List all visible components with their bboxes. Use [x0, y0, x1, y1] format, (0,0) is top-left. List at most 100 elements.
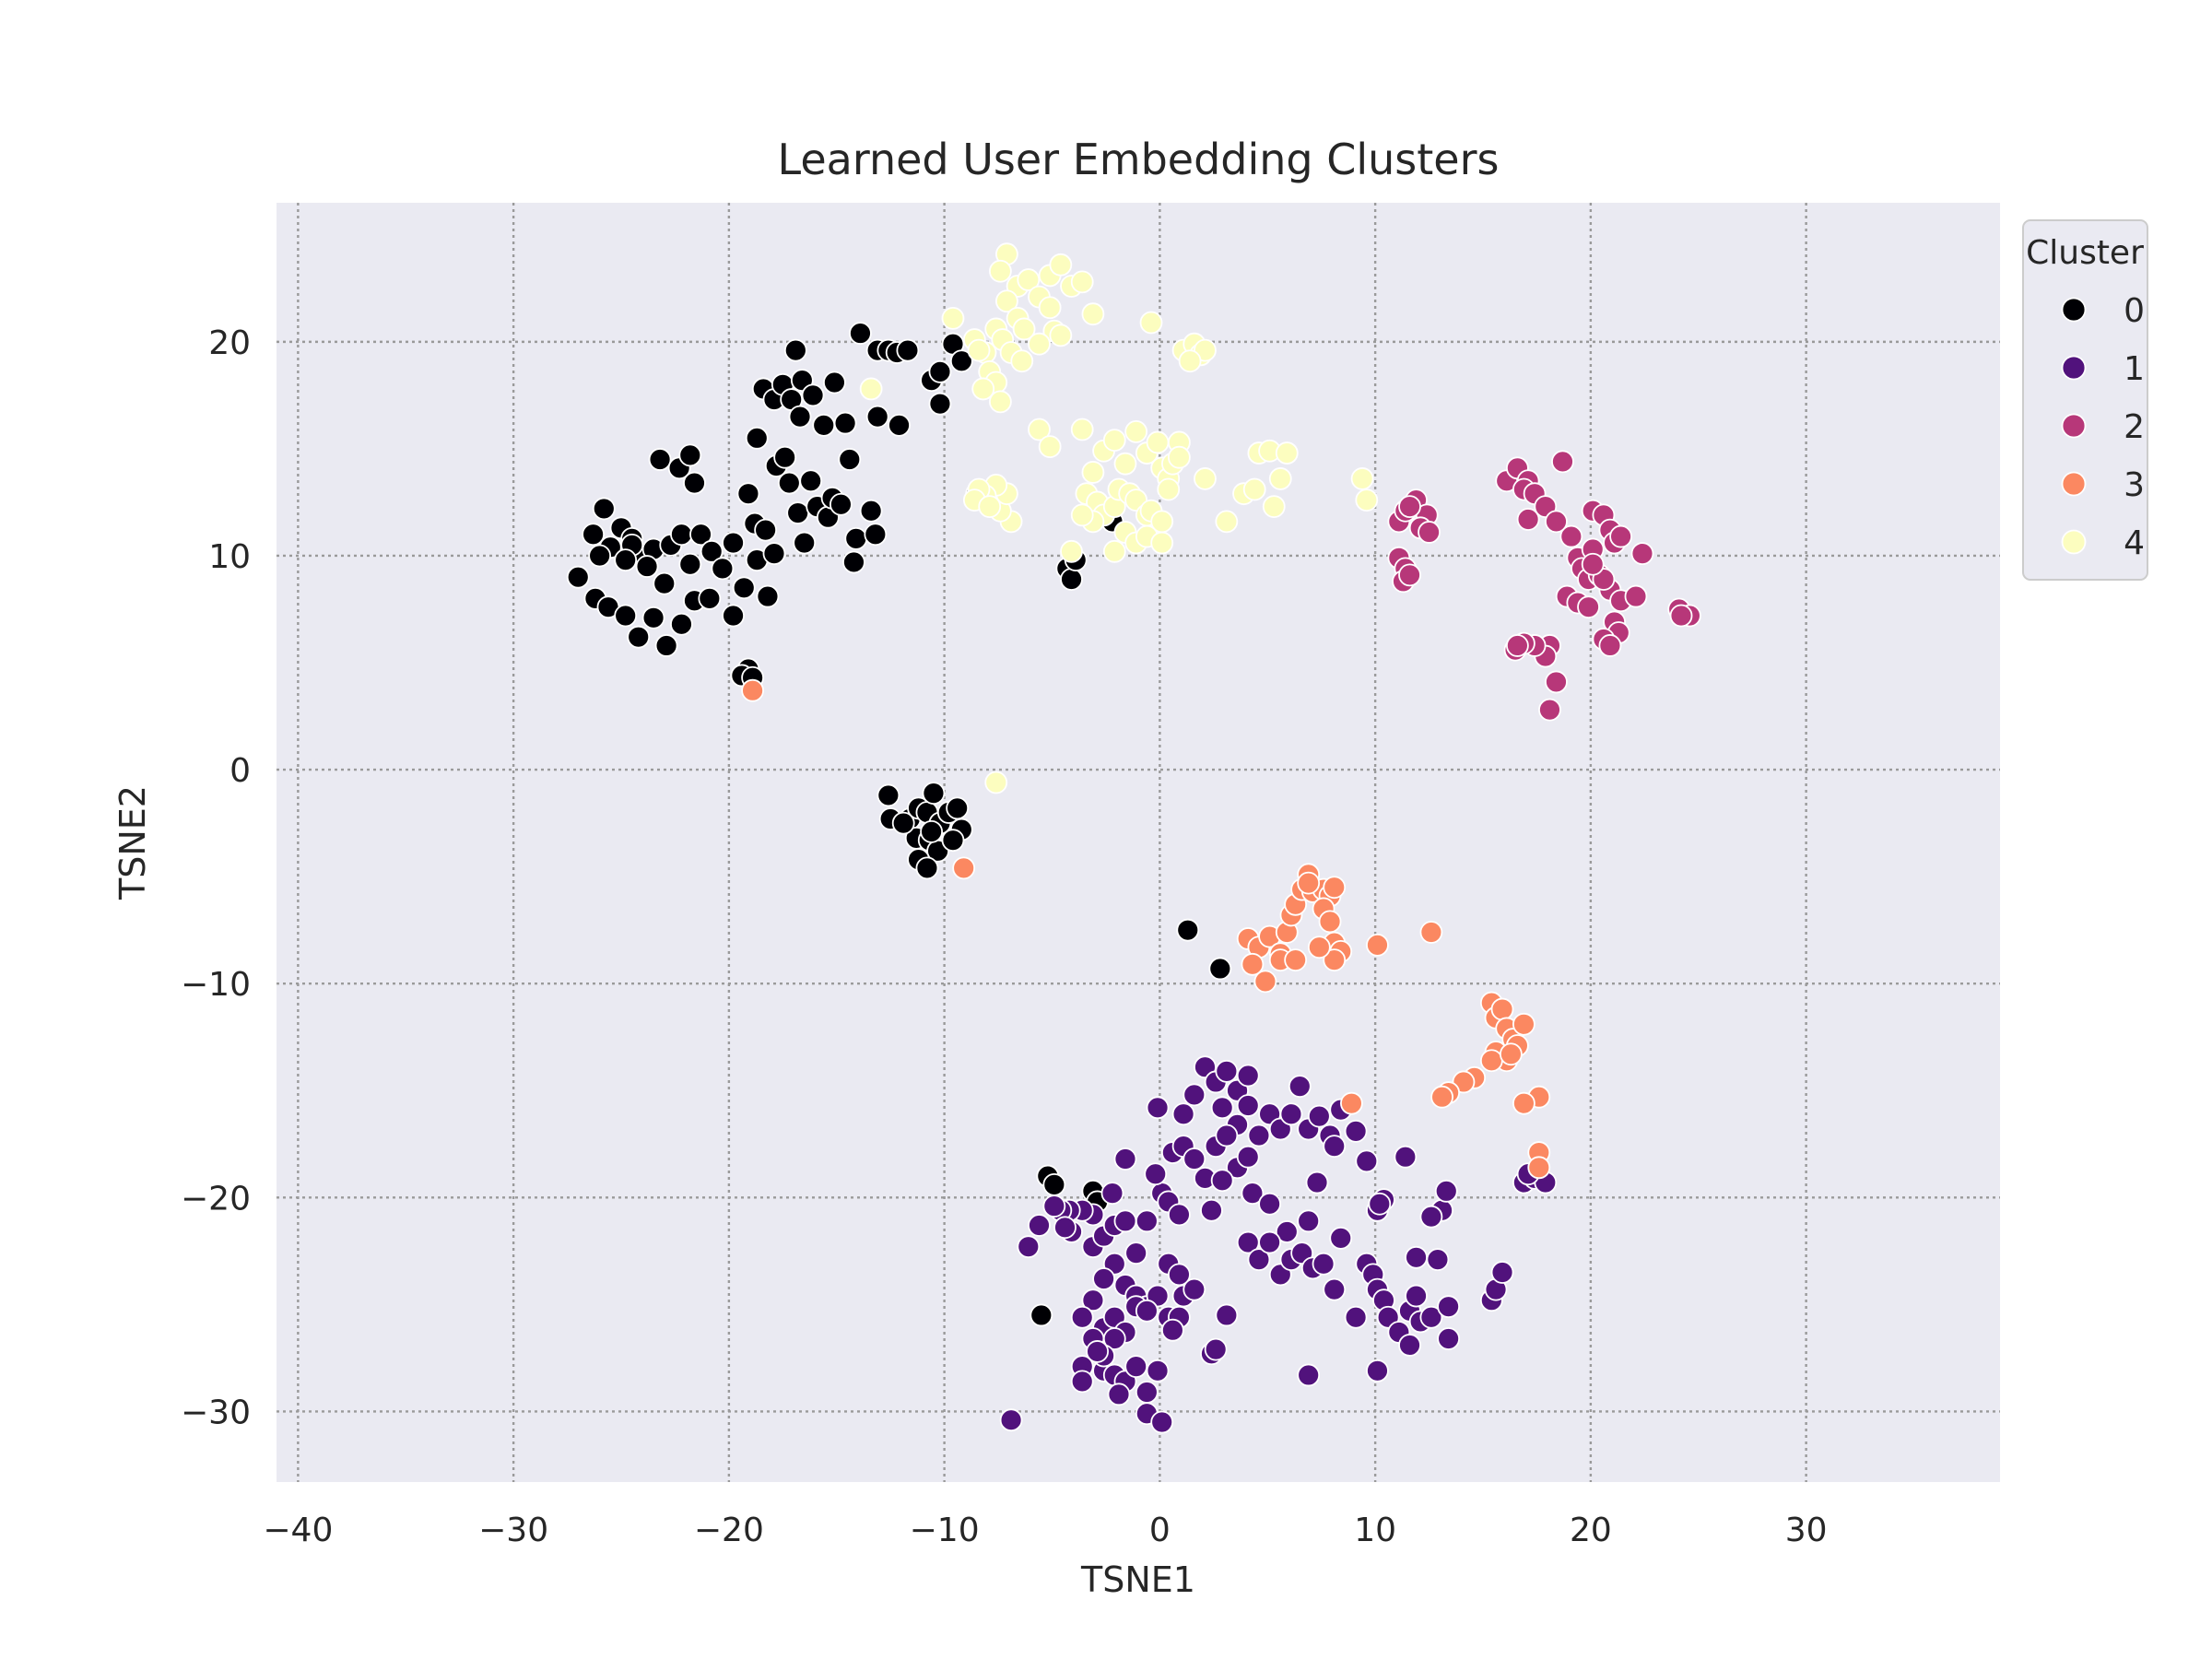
legend-title: Cluster: [2026, 234, 2144, 272]
x-tick-label: −20: [694, 1512, 764, 1549]
series-3: [741, 678, 1551, 1180]
data-point: [941, 306, 965, 330]
data-point: [1171, 1102, 1195, 1126]
data-point: [928, 359, 952, 383]
data-point: [1323, 1277, 1347, 1301]
data-point: [1236, 1094, 1260, 1117]
data-point: [1168, 1263, 1191, 1287]
data-point: [1107, 1382, 1131, 1406]
data-point: [801, 383, 825, 407]
data-point: [683, 471, 706, 495]
legend-marker: [2061, 413, 2087, 439]
data-point: [1630, 542, 1654, 566]
data-point: [1394, 1145, 1418, 1169]
data-point: [1307, 935, 1331, 959]
chart-title: Learned User Embedding Clusters: [778, 135, 1500, 184]
x-tick-labels: −40 −30 −20 −10 0 10 20 30: [263, 1512, 1827, 1549]
data-point: [1247, 1248, 1271, 1272]
data-point: [1329, 1226, 1353, 1250]
y-axis-label: TSNE2: [112, 785, 153, 900]
data-point: [1135, 1209, 1159, 1233]
data-point: [648, 448, 672, 471]
data-point: [1060, 568, 1083, 591]
data-point: [1242, 477, 1266, 501]
data-point: [698, 586, 722, 610]
data-point: [1081, 461, 1105, 484]
data-point: [1366, 934, 1389, 957]
data-point: [1028, 332, 1051, 356]
data-point: [1506, 634, 1529, 657]
data-point: [1268, 467, 1292, 490]
grid: [276, 203, 2000, 1482]
data-point: [745, 426, 769, 450]
data-point: [1344, 1119, 1368, 1143]
x-axis-label: TSNE1: [1080, 1559, 1195, 1600]
series-0: [566, 322, 1232, 1327]
data-point: [1146, 1359, 1170, 1382]
data-point: [773, 445, 797, 469]
data-point: [1307, 1104, 1331, 1128]
legend: Cluster 0 1 2 3 4: [2022, 219, 2148, 581]
data-point: [786, 501, 810, 524]
y-tick-label: 10: [208, 538, 251, 576]
data-point: [1012, 317, 1036, 341]
data-point: [670, 523, 693, 547]
data-point: [1028, 1214, 1051, 1237]
y-tick-label: 20: [208, 324, 251, 362]
data-point: [830, 492, 853, 516]
data-point: [1284, 948, 1308, 972]
data-point: [1146, 1096, 1170, 1120]
data-point: [1028, 418, 1051, 441]
data-point: [722, 531, 745, 555]
data-point: [762, 542, 786, 566]
data-point: [877, 783, 900, 807]
data-point: [1355, 1149, 1379, 1173]
data-point: [1042, 1172, 1066, 1196]
data-point: [1258, 1230, 1281, 1254]
data-point: [1215, 1124, 1239, 1147]
data-point: [865, 405, 889, 429]
data-point: [1350, 467, 1374, 490]
data-point: [756, 584, 780, 608]
data-point: [566, 565, 590, 589]
data-point: [838, 448, 862, 471]
data-point: [1419, 1205, 1443, 1229]
data-point: [1178, 349, 1202, 373]
x-tick-label: −30: [478, 1512, 548, 1549]
data-point: [1102, 429, 1126, 453]
data-point: [1135, 1381, 1159, 1404]
data-point: [1305, 1171, 1329, 1194]
data-point: [741, 678, 764, 702]
data-point: [777, 471, 801, 495]
data-point: [1545, 510, 1568, 534]
data-point: [1624, 584, 1648, 608]
data-point: [1210, 1169, 1234, 1193]
data-point: [928, 392, 952, 416]
data-point: [592, 497, 616, 521]
data-point: [1204, 1337, 1228, 1361]
data-point: [689, 523, 712, 547]
data-point: [995, 289, 1018, 313]
data-point: [1275, 441, 1299, 465]
data-point: [1323, 1135, 1347, 1158]
data-point: [941, 829, 965, 853]
data-point: [1124, 1241, 1148, 1265]
data-point: [722, 604, 745, 628]
data-point: [971, 377, 995, 401]
data-point: [1516, 508, 1540, 531]
data-point: [1215, 1303, 1239, 1327]
data-point: [1430, 1085, 1453, 1109]
data-point: [1241, 1182, 1265, 1206]
data-point: [1200, 1198, 1223, 1222]
legend-marker: [2061, 355, 2087, 381]
data-point: [1398, 563, 1421, 587]
data-point: [967, 338, 991, 362]
data-point: [1030, 1303, 1053, 1327]
data-point: [1135, 1299, 1159, 1323]
data-point: [1258, 1192, 1281, 1216]
data-point: [641, 606, 665, 629]
y-tick-label: 0: [229, 752, 251, 790]
data-point: [1490, 997, 1514, 1021]
data-point: [732, 576, 756, 600]
data-point: [1344, 1305, 1368, 1329]
